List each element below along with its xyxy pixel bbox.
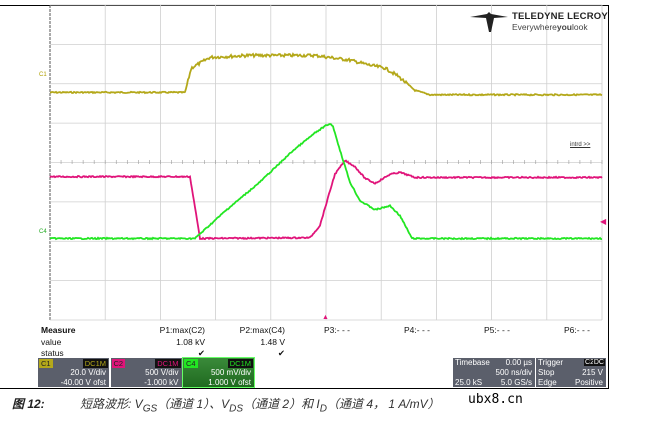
logo-tagline-end: look bbox=[572, 22, 588, 32]
channel-offset: 1.000 V ofst bbox=[208, 378, 251, 387]
timebase-panel[interactable]: Timebase 0.00 µs 500 ns/div 25.0 kS 5.0 … bbox=[453, 358, 535, 387]
teledyne-lecroy-logo: TELEDYNE LECROY Everywhereyoulook bbox=[470, 12, 608, 32]
watermark: ubx8.cn bbox=[468, 392, 523, 407]
caption-part: （通道 2）和 I bbox=[243, 397, 320, 411]
channel-name: C2 bbox=[111, 359, 126, 368]
timebase-delay: 0.00 µs bbox=[505, 358, 532, 367]
teledyne-logo-icon bbox=[470, 12, 508, 32]
measure-row-status: status bbox=[41, 348, 64, 358]
logo-tagline-bold: you bbox=[556, 22, 573, 32]
measure-title: Measure bbox=[41, 325, 76, 335]
caption-part: （通道 1）、V bbox=[157, 397, 230, 411]
channel-vdiv: 500 mV/div bbox=[210, 368, 251, 377]
measure-label-p1[interactable]: P1:max(C2) bbox=[159, 325, 205, 335]
trigger-level: 215 V bbox=[582, 368, 603, 377]
logo-tagline: Everywhere bbox=[512, 22, 557, 32]
trigger-coupling: DC bbox=[592, 359, 605, 366]
figure-caption: 短路波形: VGS（通道 1）、VDS（通道 2）和 ID（通道 4， 1 A/… bbox=[80, 395, 440, 414]
measure-row-value: value bbox=[41, 337, 62, 347]
timebase-label: Timebase bbox=[455, 358, 490, 367]
measure-label-p5[interactable]: P5:- - - bbox=[484, 325, 510, 335]
measure-status-p2: ✔ bbox=[277, 348, 285, 358]
c4-marker: C4 bbox=[39, 229, 47, 235]
trigger-type: Edge bbox=[538, 378, 557, 387]
channel-offset: -1.000 kV bbox=[144, 378, 179, 387]
channel-name: C1 bbox=[39, 359, 53, 368]
timebase-rate: 5.0 GS/s bbox=[500, 378, 532, 387]
measure-label-p2[interactable]: P2:max(C4) bbox=[239, 325, 285, 335]
timebase-tdiv: 500 ns/div bbox=[495, 368, 532, 377]
channel-vdiv: 500 V/div bbox=[145, 368, 179, 377]
trace-c2 bbox=[49, 159, 603, 241]
channel-coupling: DC1M bbox=[82, 359, 108, 368]
waveform-display bbox=[49, 4, 603, 321]
trigger-source: C2 bbox=[584, 359, 595, 366]
channel-name: C4 bbox=[184, 359, 198, 368]
trigger-slope: Positive bbox=[574, 378, 603, 387]
channel-coupling: DC1M bbox=[227, 359, 253, 368]
zoom-link[interactable]: intrd >> bbox=[570, 142, 591, 148]
trigger-label: Trigger bbox=[538, 358, 564, 367]
logo-brand: TELEDYNE LECROY bbox=[512, 11, 608, 22]
channel-c2-panel[interactable]: C2 DC1M 500 V/div -1.000 kV bbox=[110, 358, 182, 387]
caption-part: 短路波形: V bbox=[80, 397, 143, 411]
trigger-panel[interactable]: Trigger C2 DC Stop 215 V Edge Positive bbox=[536, 358, 606, 387]
channel-coupling: DC1M bbox=[155, 359, 181, 368]
caption-sub-d: D bbox=[319, 403, 327, 415]
trigger-mode: Stop bbox=[538, 368, 555, 377]
channel-c4-panel[interactable]: C4 DC1M 500 mV/div 1.000 V ofst bbox=[182, 357, 255, 388]
trigger-position-arrow-icon: ▲ bbox=[322, 314, 329, 321]
measure-value-p1: 1.08 kV bbox=[176, 337, 205, 347]
caption-sub-gs: GS bbox=[142, 403, 158, 415]
measure-label-p4[interactable]: P4:- - - bbox=[404, 325, 430, 335]
channel-vdiv: 20.0 V/div bbox=[70, 368, 106, 377]
measure-status-p1: ✔ bbox=[197, 348, 205, 358]
trace-c1 bbox=[49, 52, 603, 97]
measure-value-p2: 1.48 V bbox=[260, 337, 285, 347]
figure-number: 图 12: bbox=[12, 397, 45, 411]
c1-marker: C1 bbox=[39, 72, 47, 78]
measure-label-p6[interactable]: P6:- - - bbox=[564, 325, 590, 335]
caption-part: （通道 4， 1 A/mV） bbox=[326, 397, 440, 411]
trace-c4 bbox=[49, 123, 603, 241]
measure-label-p3[interactable]: P3:- - - bbox=[324, 325, 350, 335]
trigger-level-arrow-icon: ◀ bbox=[600, 217, 607, 226]
channel-c1-panel[interactable]: C1 DC1M 20.0 V/div -40.00 V ofst bbox=[38, 358, 109, 387]
caption-sub-ds: DS bbox=[229, 403, 244, 415]
timebase-samples: 25.0 kS bbox=[455, 378, 483, 387]
figure-frame bbox=[0, 5, 609, 389]
channel-offset: -40.00 V ofst bbox=[60, 378, 106, 387]
